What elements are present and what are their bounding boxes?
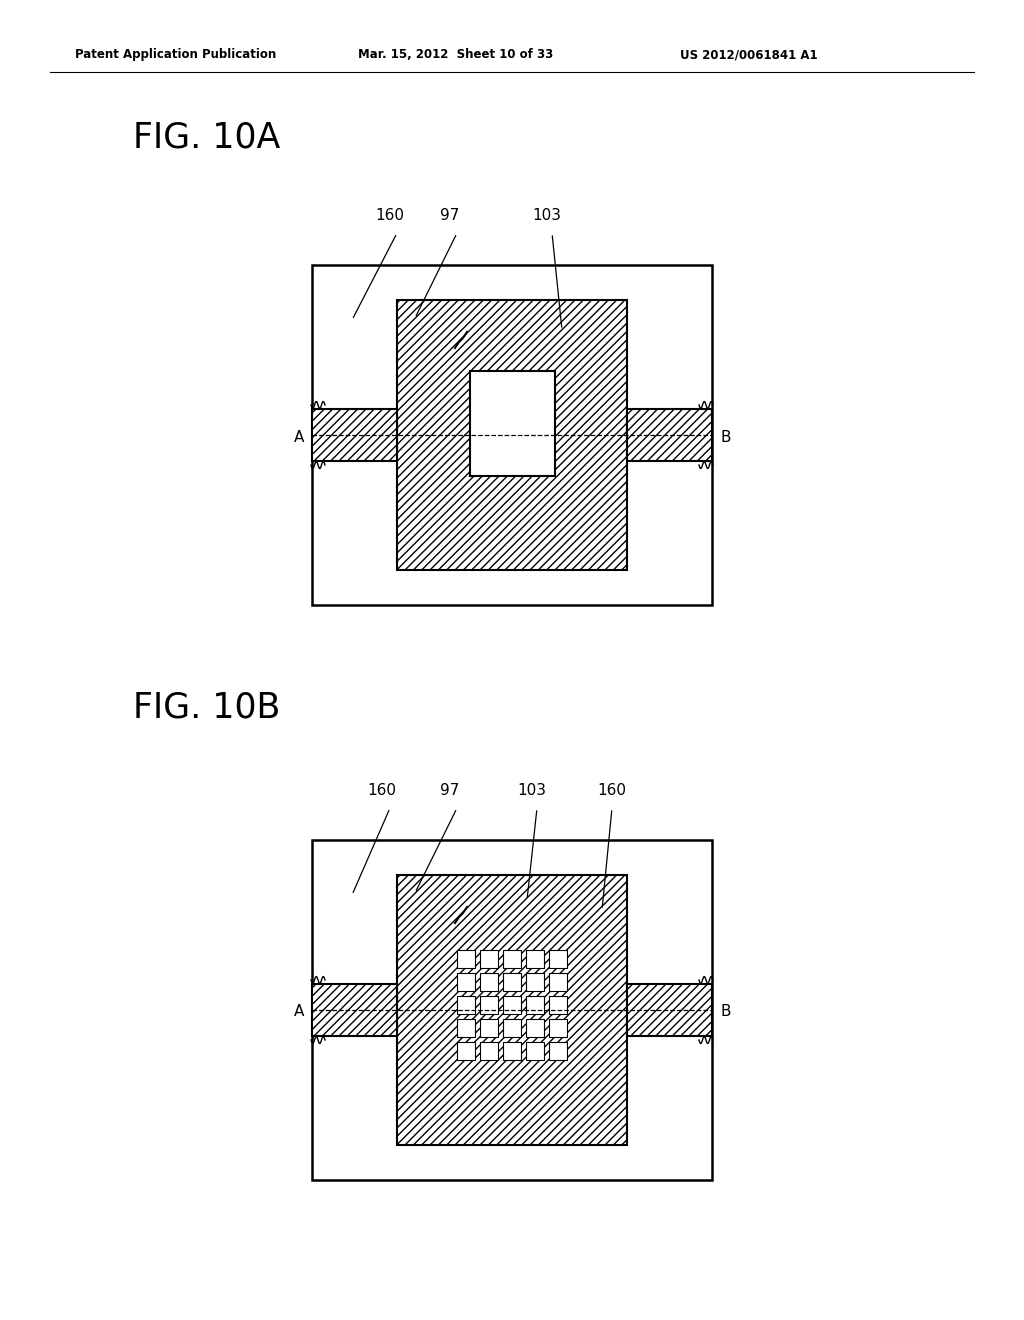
Bar xyxy=(480,997,498,1014)
Text: 97: 97 xyxy=(440,209,460,223)
Text: Patent Application Publication: Patent Application Publication xyxy=(75,48,276,61)
Text: FIG. 10B: FIG. 10B xyxy=(133,690,281,725)
Bar xyxy=(549,973,567,991)
Text: B: B xyxy=(720,1005,730,1019)
Bar xyxy=(627,983,712,1036)
Bar xyxy=(480,950,498,968)
Text: Mar. 15, 2012  Sheet 10 of 33: Mar. 15, 2012 Sheet 10 of 33 xyxy=(358,48,553,61)
Bar xyxy=(457,1019,475,1038)
Text: 103: 103 xyxy=(517,783,547,799)
Bar xyxy=(312,983,397,1036)
Bar xyxy=(526,997,544,1014)
Bar xyxy=(526,950,544,968)
Text: 160: 160 xyxy=(368,783,396,799)
Bar xyxy=(526,973,544,991)
Text: A: A xyxy=(294,429,304,445)
Bar xyxy=(457,973,475,991)
Bar xyxy=(397,300,627,570)
Bar xyxy=(312,265,712,605)
Text: A: A xyxy=(294,1005,304,1019)
Bar xyxy=(480,973,498,991)
Bar xyxy=(549,950,567,968)
Bar xyxy=(503,997,521,1014)
Bar xyxy=(549,997,567,1014)
Bar xyxy=(480,1019,498,1038)
Bar xyxy=(503,950,521,968)
Bar xyxy=(526,1019,544,1038)
Bar xyxy=(503,1019,521,1038)
Text: 103: 103 xyxy=(532,209,561,223)
Text: 160: 160 xyxy=(597,783,627,799)
Bar xyxy=(397,875,627,1144)
Text: 160: 160 xyxy=(376,209,404,223)
Bar xyxy=(470,371,555,477)
Bar xyxy=(549,1019,567,1038)
Bar xyxy=(457,950,475,968)
Bar xyxy=(526,1041,544,1060)
Bar xyxy=(503,973,521,991)
Text: 97: 97 xyxy=(440,783,460,799)
Bar xyxy=(457,997,475,1014)
Bar xyxy=(312,840,712,1180)
Bar xyxy=(312,409,397,461)
Bar xyxy=(457,1041,475,1060)
Bar xyxy=(549,1041,567,1060)
Text: B: B xyxy=(720,429,730,445)
Text: FIG. 10A: FIG. 10A xyxy=(133,121,281,154)
Bar xyxy=(503,1041,521,1060)
Bar xyxy=(480,1041,498,1060)
Text: US 2012/0061841 A1: US 2012/0061841 A1 xyxy=(680,48,817,61)
Bar xyxy=(627,409,712,461)
